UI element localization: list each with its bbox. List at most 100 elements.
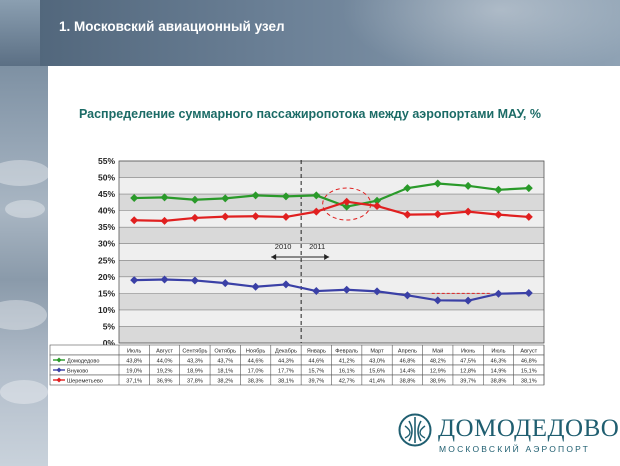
data-label: 42,7% — [339, 379, 355, 385]
legend-marker — [56, 367, 62, 373]
x-tick-label: Июнь — [461, 349, 475, 355]
series-point — [524, 184, 533, 193]
plot-frame — [118, 160, 545, 344]
data-label: 37,8% — [187, 379, 203, 385]
y-tick-label: 30% — [98, 239, 115, 249]
data-label: 43,8% — [126, 359, 142, 365]
series-point — [373, 202, 382, 211]
x-tick-label: Июль — [127, 349, 141, 355]
x-tick-label: Декабрь — [275, 349, 297, 355]
series-point — [221, 279, 230, 288]
series-point — [373, 287, 382, 296]
series-point — [433, 296, 442, 305]
data-label: 15,7% — [308, 369, 324, 375]
data-label: 19,0% — [126, 369, 142, 375]
series-point — [190, 195, 199, 204]
data-label: 18,1% — [217, 369, 233, 375]
year-arrow-head-right — [324, 254, 330, 260]
year-label-2010: 2010 — [275, 242, 292, 251]
series-point — [342, 285, 351, 294]
series-point — [524, 212, 533, 221]
series-point — [312, 287, 321, 296]
logo: ДОМОДЕДОВО МОСКОВСКИЙ АЭРОПОРТ — [398, 413, 619, 459]
series-point — [221, 194, 230, 203]
data-label: 38,8% — [491, 379, 507, 385]
plot-band — [119, 260, 544, 277]
legend-label: Внуково — [67, 369, 88, 375]
data-label: 44,0% — [157, 359, 173, 365]
y-tick-label: 10% — [98, 305, 115, 315]
y-tick-label: 50% — [98, 173, 115, 183]
series-point — [190, 213, 199, 222]
y-tick-label: 25% — [98, 255, 115, 265]
series-line-2 — [134, 278, 529, 302]
x-tick-label: Ноябрь — [246, 349, 265, 355]
series-point — [464, 181, 473, 190]
slide-header — [0, 0, 620, 66]
data-label: 44,3% — [278, 359, 294, 365]
series-point — [130, 194, 139, 203]
year-arrow-head-left — [271, 254, 277, 260]
data-label: 39,7% — [308, 379, 324, 385]
y-tick-label: 35% — [98, 222, 115, 232]
x-tick-label: Август — [156, 349, 173, 355]
series-point — [281, 280, 290, 289]
series-point — [251, 191, 260, 200]
x-tick-label: Май — [432, 348, 443, 355]
series-point — [373, 196, 382, 205]
plot-band — [119, 243, 544, 261]
series-point — [251, 212, 260, 221]
data-label: 15,1% — [521, 369, 537, 375]
legend-marker — [56, 377, 62, 383]
series-line-3 — [134, 200, 529, 222]
x-tick-label: Август — [520, 349, 537, 355]
data-label: 36,9% — [157, 379, 173, 385]
series-point — [464, 296, 473, 305]
year-label-2011: 2011 — [309, 242, 325, 251]
legend-label: Домодедово — [67, 359, 99, 365]
data-label: 44,6% — [248, 359, 264, 365]
page-title: 1. Московский авиационный узел — [59, 19, 285, 34]
data-label: 12,8% — [460, 369, 476, 375]
data-label: 17,0% — [248, 369, 264, 375]
data-label: 48,2% — [430, 359, 446, 365]
data-label: 46,8% — [399, 359, 415, 365]
data-label: 43,3% — [187, 359, 203, 365]
data-label: 19,2% — [157, 369, 173, 375]
data-label: 16,1% — [339, 369, 355, 375]
data-label: 38,3% — [248, 379, 264, 385]
series-point — [312, 207, 321, 216]
plot-band — [119, 309, 544, 327]
plot-band — [119, 194, 544, 211]
data-label: 46,8% — [521, 359, 537, 365]
series-point — [281, 192, 290, 201]
x-tick-label: Январь — [307, 349, 326, 355]
data-label: 38,8% — [399, 379, 415, 385]
y-tick-label: 40% — [98, 206, 115, 216]
series-point — [190, 276, 199, 285]
series-point — [251, 282, 260, 291]
data-label: 18,9% — [187, 369, 203, 375]
x-tick-label: Сентябрь — [182, 349, 207, 355]
series-point — [160, 216, 169, 225]
series-point — [130, 216, 139, 225]
y-tick-label: 0% — [103, 338, 116, 348]
data-label: 15,6% — [369, 369, 385, 375]
data-label: 14,9% — [491, 369, 507, 375]
x-tick-label: Март — [370, 349, 384, 355]
plot-band — [119, 161, 544, 178]
x-tick-label: Октябрь — [214, 349, 236, 355]
series-point — [221, 212, 230, 221]
x-tick-label: Февраль — [335, 349, 358, 355]
sky-background — [0, 0, 50, 466]
y-tick-label: 5% — [103, 321, 116, 331]
plot-band — [119, 227, 544, 244]
data-label: 38,1% — [278, 379, 294, 385]
series-point — [160, 275, 169, 284]
series-point — [464, 207, 473, 216]
y-tick-label: 15% — [98, 288, 115, 298]
data-label: 43,0% — [369, 359, 385, 365]
series-point — [403, 184, 412, 193]
legend-label: Шереметьево — [67, 379, 103, 385]
